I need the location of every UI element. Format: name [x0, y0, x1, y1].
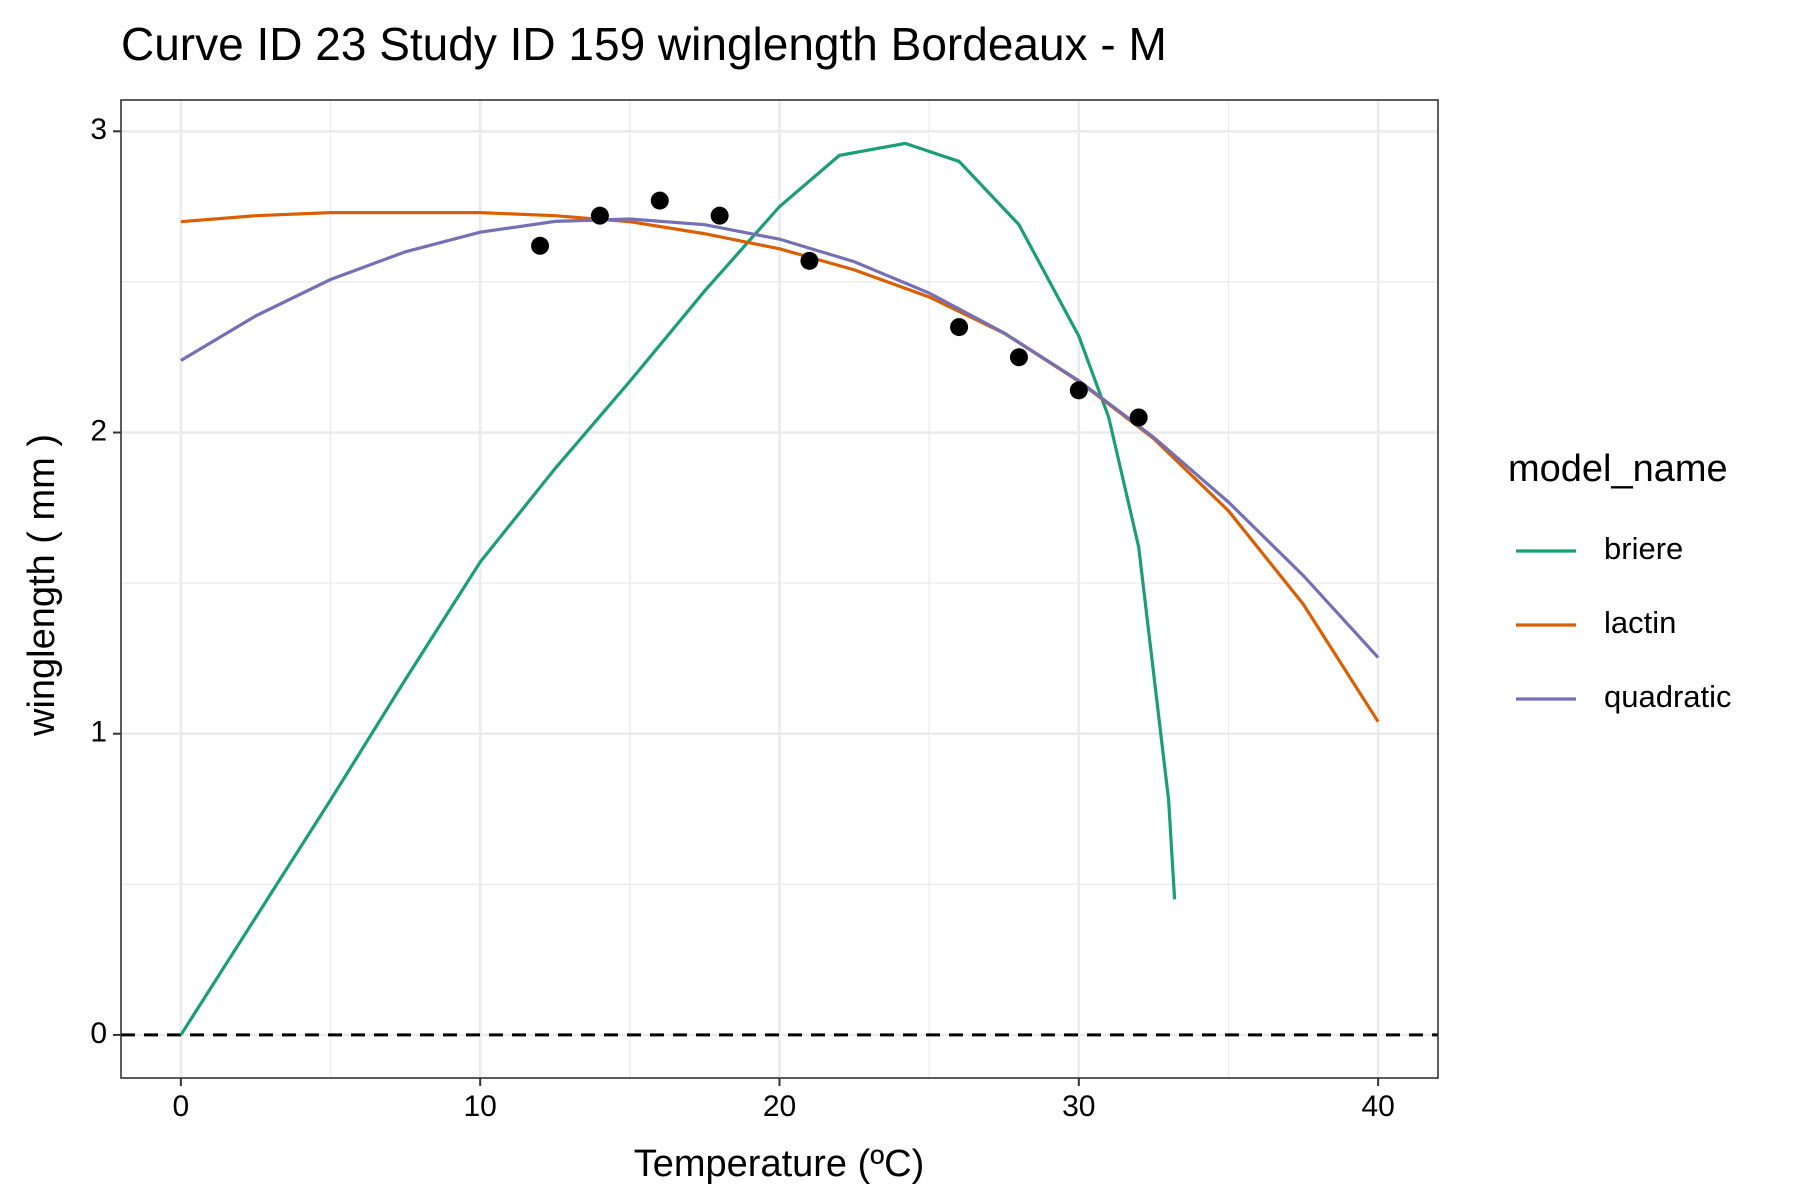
y-tick-label: 2	[90, 414, 107, 447]
legend-label: quadratic	[1604, 679, 1732, 714]
y-tick-label: 1	[90, 716, 107, 749]
data-point	[650, 191, 669, 210]
data-point	[950, 318, 969, 337]
x-tick-label: 10	[463, 1090, 496, 1123]
legend-label: lactin	[1604, 605, 1676, 640]
plot-border	[120, 99, 1439, 1079]
data-point	[590, 206, 609, 225]
data-point	[531, 236, 550, 255]
line-series	[180, 217, 1380, 659]
x-axis-title: Temperature (ºC)	[634, 1143, 925, 1185]
data-point	[710, 206, 729, 225]
data-point	[1069, 381, 1088, 400]
legend-label: briere	[1604, 531, 1683, 566]
x-tick-label: 40	[1361, 1090, 1394, 1123]
data-point	[800, 251, 819, 270]
x-tick-label: 20	[763, 1090, 796, 1123]
y-axis-title: winglength ( mm )	[21, 434, 63, 737]
line-series	[179, 141, 1177, 1036]
data-point	[1129, 408, 1148, 427]
data-point	[1009, 348, 1028, 367]
chart-title: Curve ID 23 Study ID 159 winglength Bord…	[121, 18, 1167, 70]
legend-title: model_name	[1508, 448, 1728, 490]
x-tick-label: 0	[173, 1090, 190, 1123]
y-tick-label: 0	[90, 1017, 107, 1050]
y-tick-label: 3	[90, 113, 107, 146]
x-tick-label: 30	[1062, 1090, 1095, 1123]
line-series	[180, 211, 1380, 723]
